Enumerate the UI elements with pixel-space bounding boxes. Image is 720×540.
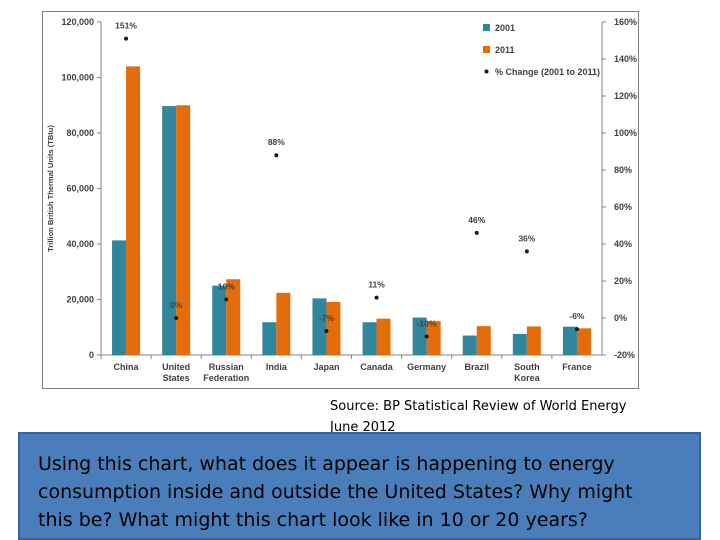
bar-2011 xyxy=(376,318,391,355)
pct-change-label: 11% xyxy=(368,280,385,290)
x-axis-category-label: Federation xyxy=(203,373,249,383)
right-axis-tick-label: 20% xyxy=(614,276,632,286)
legend-label: % Change (2001 to 2011) xyxy=(495,67,600,77)
bar-2001 xyxy=(112,240,127,355)
bar-2001 xyxy=(412,317,427,355)
x-axis-category-label: Germany xyxy=(407,362,446,372)
x-axis-category-label: Korea xyxy=(514,373,541,383)
pct-change-label: 36% xyxy=(518,233,535,243)
legend-swatch-2001 xyxy=(483,24,490,31)
bar-2011 xyxy=(276,292,291,355)
x-axis-category-label: Brazil xyxy=(464,362,489,372)
left-axis-tick-label: 20,000 xyxy=(66,295,94,305)
x-axis-category-label: Canada xyxy=(360,362,394,372)
pct-change-marker xyxy=(324,328,329,333)
x-axis-category-label: South xyxy=(514,362,540,372)
x-axis-category-label: China xyxy=(114,362,140,372)
right-axis-tick-label: -20% xyxy=(614,350,635,360)
x-axis-category-label: Russian xyxy=(209,362,244,372)
left-axis-tick-label: 100,000 xyxy=(61,73,94,83)
question-box: Using this chart, what does it appear is… xyxy=(18,432,701,540)
right-axis-tick-label: 40% xyxy=(614,239,632,249)
right-axis-tick-label: 160% xyxy=(614,17,637,27)
bar-2001 xyxy=(362,322,377,355)
bar-2001 xyxy=(162,106,177,356)
question-line-1: Using this chart, what does it appear is… xyxy=(38,453,615,475)
pct-change-label: -10% xyxy=(417,319,437,329)
left-axis-tick-label: 40,000 xyxy=(66,239,94,249)
pct-change-marker xyxy=(124,36,129,41)
x-axis-category-label: United xyxy=(162,362,190,372)
source-line-1: Source: BP Statistical Review of World E… xyxy=(330,399,627,414)
bar-2011 xyxy=(176,105,191,355)
bar-2001 xyxy=(562,326,577,355)
pct-change-marker xyxy=(174,316,179,320)
pct-change-label: 10% xyxy=(218,282,235,292)
question-line-2: consumption inside and outside the Unite… xyxy=(38,481,633,503)
pct-change-label: 46% xyxy=(468,215,485,225)
pct-change-marker xyxy=(474,230,479,235)
left-axis-tick-label: 0 xyxy=(89,350,94,360)
bar-2011 xyxy=(576,328,591,355)
bar-2011 xyxy=(226,279,241,355)
right-axis-tick-label: 60% xyxy=(614,202,632,212)
bar-chart: 0 20,000 40,000 60,000 80,000 100,000 120,000 -… xyxy=(46,17,637,383)
bar-2001 xyxy=(462,335,477,355)
question-text: Using this chart, what does it appear is… xyxy=(38,450,681,534)
y-axis-label: Trillion British Thermal Units (TBtu) xyxy=(46,125,55,252)
right-axis-tick-label: 120% xyxy=(614,91,637,101)
x-axis-category-label: States xyxy=(163,373,190,383)
bar-2001 xyxy=(262,322,277,355)
bar-2011 xyxy=(526,326,541,355)
pct-change-marker xyxy=(224,297,229,302)
pct-change-marker xyxy=(274,153,279,158)
bar-2001 xyxy=(212,285,227,355)
pct-change-label: -7% xyxy=(319,313,335,323)
pct-change-label: 0% xyxy=(170,300,183,310)
bar-2011 xyxy=(126,66,141,356)
bar-2011 xyxy=(326,301,341,355)
right-axis-tick-label: 80% xyxy=(614,165,632,175)
chart-frame: 0 20,000 40,000 60,000 80,000 100,000 120,000 -… xyxy=(42,11,639,389)
pct-change-marker xyxy=(574,327,579,332)
question-line-3: this be? What might this chart look like… xyxy=(38,509,588,531)
source-note: Source: BP Statistical Review of World E… xyxy=(330,396,690,438)
pct-change-label: -6% xyxy=(569,311,585,321)
bar-2011 xyxy=(476,326,491,355)
pct-change-marker xyxy=(424,334,429,339)
x-axis-category-label: France xyxy=(562,362,592,372)
right-axis-tick-label: 100% xyxy=(614,128,637,138)
x-axis-category-label: India xyxy=(266,362,288,372)
pct-change-marker xyxy=(374,295,379,300)
bar-2001 xyxy=(312,298,327,355)
pct-change-label: 88% xyxy=(268,137,285,147)
x-axis-category-label: Japan xyxy=(313,362,339,372)
legend-swatch-2011 xyxy=(483,46,490,53)
legend-label: 2011 xyxy=(495,45,515,55)
bar-2001 xyxy=(512,333,527,355)
legend-label: 2001 xyxy=(495,23,515,33)
pct-change-label: 151% xyxy=(115,21,137,31)
left-axis-tick-label: 120,000 xyxy=(61,17,94,27)
pct-change-marker xyxy=(524,249,529,254)
right-axis-tick-label: 140% xyxy=(614,54,637,64)
left-axis-tick-label: 60,000 xyxy=(66,184,94,194)
bar-2011 xyxy=(426,321,441,355)
left-axis-tick-label: 80,000 xyxy=(66,128,94,138)
right-axis-tick-label: 0% xyxy=(614,313,627,323)
legend-marker-pct-change xyxy=(484,69,489,74)
source-line-2: June 2012 xyxy=(330,420,396,435)
